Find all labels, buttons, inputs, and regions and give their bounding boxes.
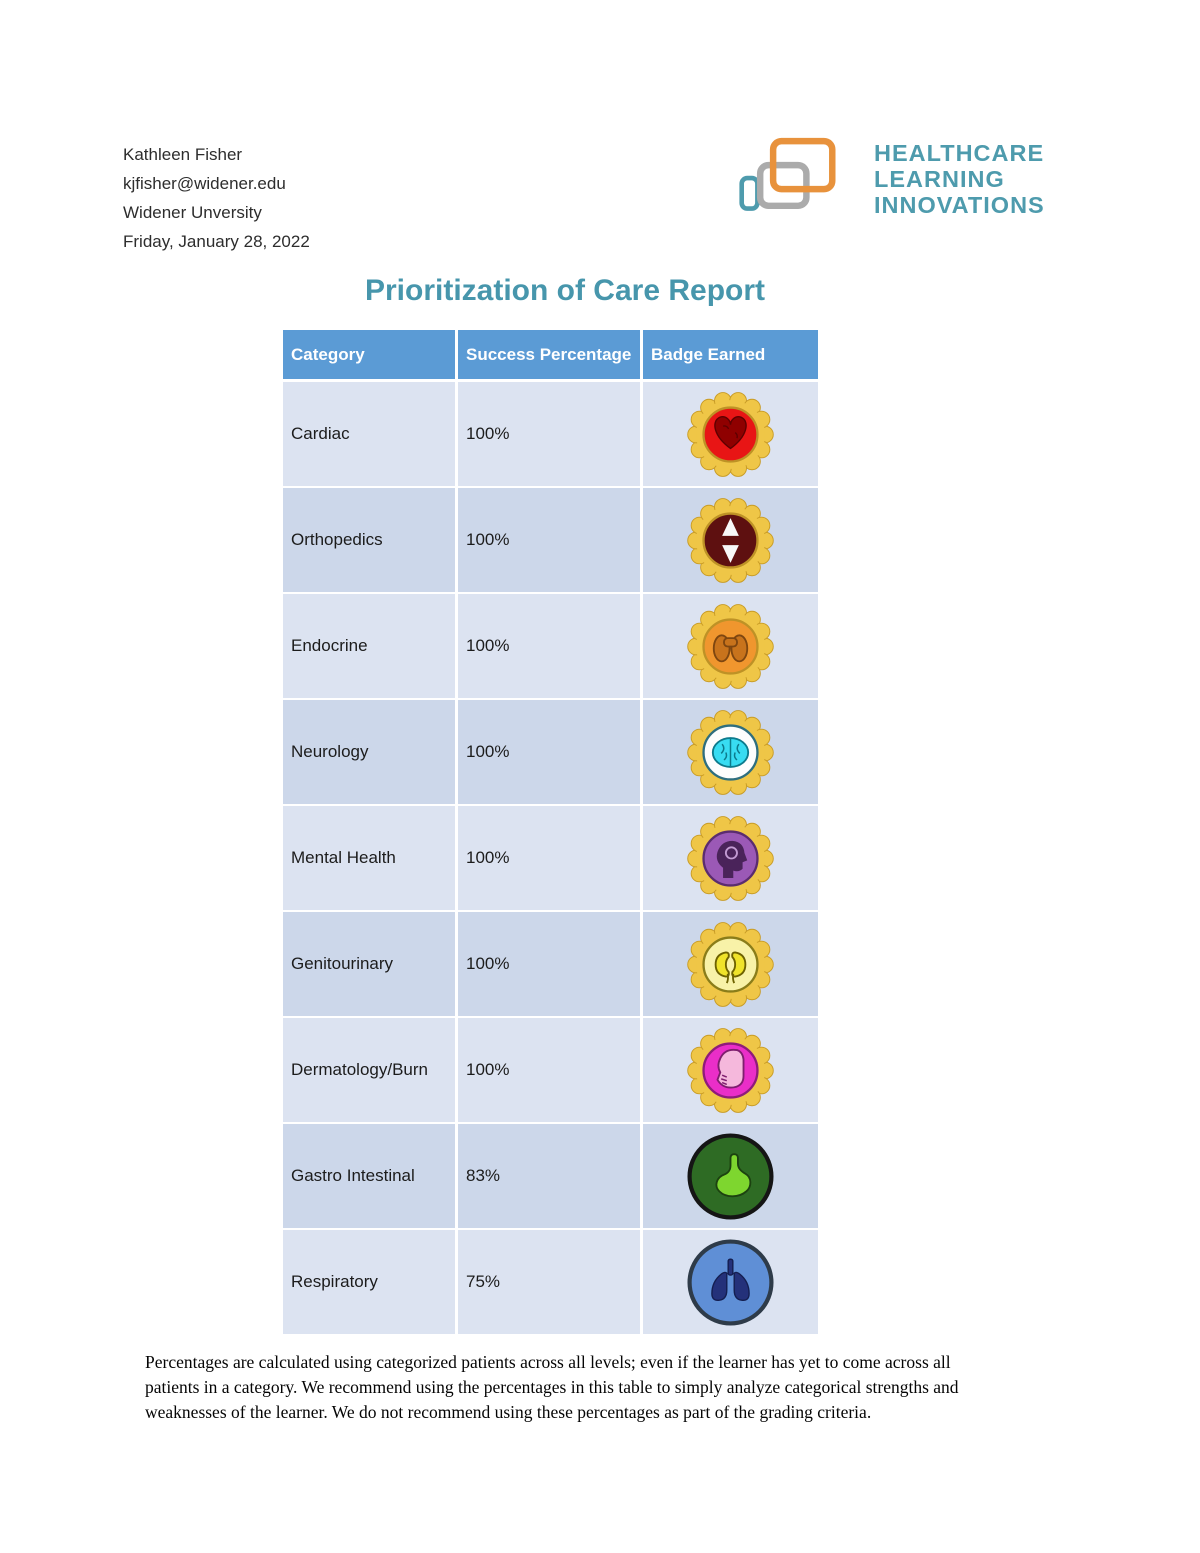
logo-text: HEALTHCARE LEARNING INNOVATIONS	[874, 140, 1045, 218]
kidneys-icon	[687, 921, 774, 1007]
table-row: Endocrine 100%	[283, 594, 818, 700]
success-percentage-cell: 100%	[458, 382, 643, 486]
category-cell: Neurology	[283, 700, 458, 804]
success-percentage-cell: 100%	[458, 594, 643, 698]
stomach-icon	[687, 1132, 774, 1220]
report-date: Friday, January 28, 2022	[123, 232, 310, 251]
table-row: Respiratory 75%	[283, 1230, 818, 1336]
user-name: Kathleen Fisher	[123, 145, 243, 164]
success-percentage-cell: 75%	[458, 1230, 643, 1334]
footer-note: Percentages are calculated using categor…	[145, 1352, 959, 1422]
badge-cell	[643, 1230, 818, 1334]
badge-cell	[643, 382, 818, 486]
category-cell: Genitourinary	[283, 912, 458, 1016]
category-cell: Dermatology/Burn	[283, 1018, 458, 1122]
column-header-category: Category	[283, 330, 458, 379]
logo-line: INNOVATIONS	[874, 192, 1045, 218]
table-row: Neurology 100%	[283, 700, 818, 806]
success-percentage-cell: 100%	[458, 700, 643, 804]
success-percentage-cell: 100%	[458, 1018, 643, 1122]
logo-line: HEALTHCARE	[874, 140, 1045, 166]
head-icon	[687, 815, 774, 901]
table-row: Orthopedics 100%	[283, 488, 818, 594]
badge-cell	[643, 912, 818, 1016]
face-icon	[687, 1027, 774, 1113]
table-row: Mental Health 100%	[283, 806, 818, 912]
table-row: Gastro Intestinal 83%	[283, 1124, 818, 1230]
success-percentage-cell: 100%	[458, 912, 643, 1016]
column-header-success-percentage: Success Percentage	[458, 330, 643, 379]
success-percentage-cell: 100%	[458, 488, 643, 592]
user-email: kjfisher@widener.edu	[123, 174, 286, 193]
badge-cell	[643, 1124, 818, 1228]
category-cell: Endocrine	[283, 594, 458, 698]
category-cell: Mental Health	[283, 806, 458, 910]
logo-icon	[739, 137, 836, 211]
category-cell: Respiratory	[283, 1230, 458, 1334]
badge-cell	[643, 700, 818, 804]
badge-cell	[643, 594, 818, 698]
company-logo: HEALTHCARE LEARNING INNOVATIONS	[738, 136, 1045, 222]
care-report-table: Category Success Percentage Badge Earned…	[283, 330, 818, 1336]
joint-icon	[687, 497, 774, 583]
table-row: Cardiac 100%	[283, 382, 818, 488]
badge-cell	[643, 806, 818, 910]
category-cell: Gastro Intestinal	[283, 1124, 458, 1228]
table-body: Cardiac 100% Orthopedics 100% Endocrine 100%…	[283, 382, 818, 1336]
badge-cell	[643, 1018, 818, 1122]
column-header-badge-earned: Badge Earned	[651, 344, 766, 364]
table-row: Genitourinary 100%	[283, 912, 818, 1018]
success-percentage-cell: 100%	[458, 806, 643, 910]
table-row: Dermatology/Burn 100%	[283, 1018, 818, 1124]
category-cell: Cardiac	[283, 382, 458, 486]
success-percentage-cell: 83%	[458, 1124, 643, 1228]
category-cell: Orthopedics	[283, 488, 458, 592]
brain-icon	[687, 709, 774, 795]
badge-cell	[643, 488, 818, 592]
user-institution: Widener Unversity	[123, 203, 262, 222]
user-info: Kathleen Fisher kjfisher@widener.edu Wid…	[123, 140, 310, 256]
lungs-icon	[687, 1238, 774, 1326]
table-header-row: Category Success Percentage Badge Earned	[283, 330, 818, 382]
page-title: Prioritization of Care Report	[364, 274, 766, 307]
thyroid-icon	[687, 603, 774, 689]
logo-line: LEARNING	[874, 166, 1005, 192]
heart-icon	[687, 391, 774, 477]
